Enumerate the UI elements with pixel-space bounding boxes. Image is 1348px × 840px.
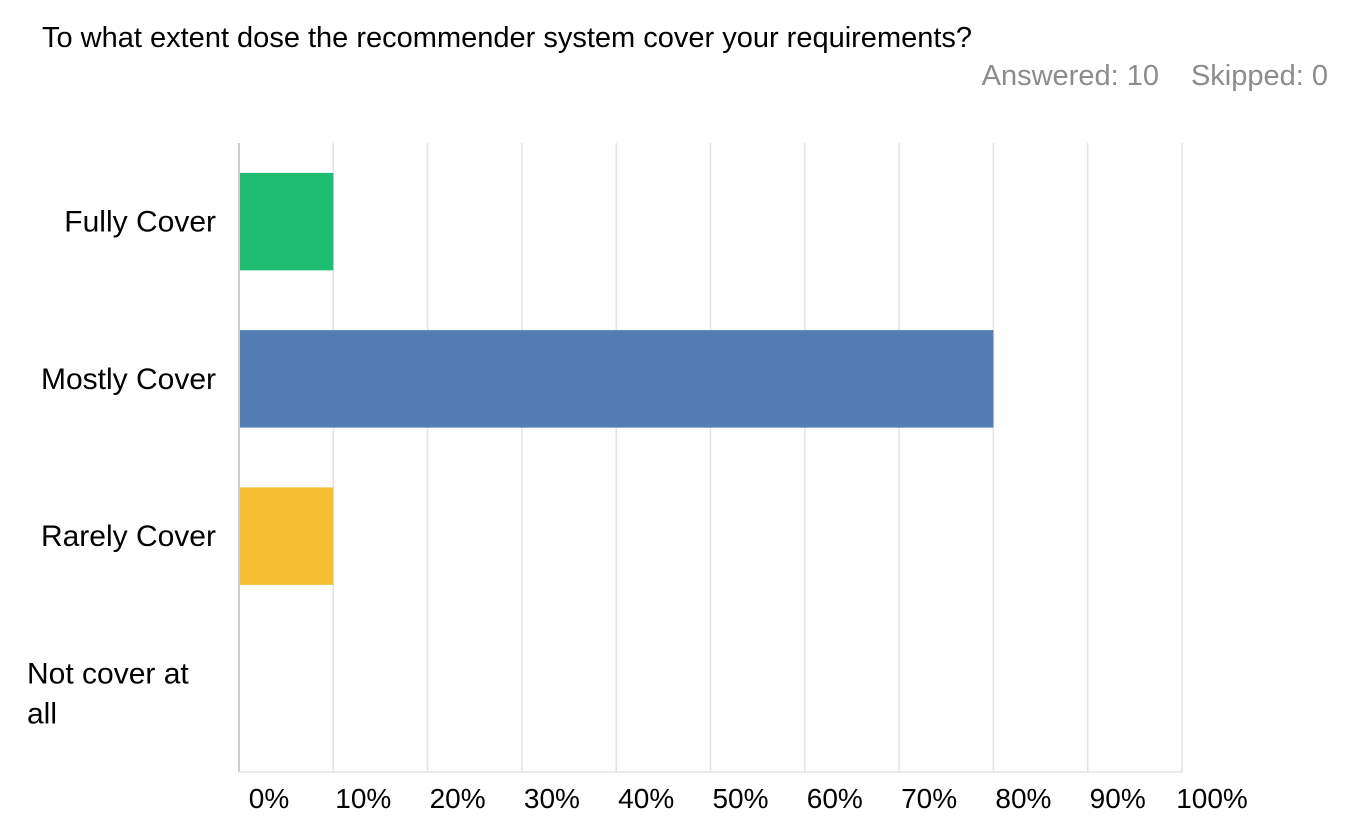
x-tick-label: 50% — [712, 783, 768, 814]
category-label: Not cover at all — [27, 657, 189, 730]
skipped-count: Skipped: 0 — [1190, 60, 1328, 92]
x-tick-label: 0% — [249, 783, 289, 814]
x-tick-label: 60% — [807, 783, 863, 814]
x-tick-label: 100% — [1176, 783, 1248, 814]
x-tick-label: 90% — [1090, 783, 1146, 814]
bar — [240, 487, 334, 585]
x-tick-label: 80% — [995, 783, 1051, 814]
category-label: Fully Cover — [64, 206, 216, 239]
x-tick-label: 30% — [524, 783, 580, 814]
category-label: Rarely Cover — [41, 520, 216, 553]
bar — [240, 330, 994, 428]
x-tick-label: 40% — [618, 783, 674, 814]
x-tick-label: 70% — [901, 783, 957, 814]
response-stats: Answered: 10 Skipped: 0 — [982, 60, 1328, 93]
x-tick-label: 20% — [430, 783, 486, 814]
bar — [240, 172, 334, 271]
x-tick-label: 10% — [335, 783, 391, 814]
answered-count: Answered: 10 — [981, 60, 1159, 92]
category-label: Mostly Cover — [41, 363, 216, 396]
question-title: To what extent dose the recommender syst… — [42, 22, 973, 54]
